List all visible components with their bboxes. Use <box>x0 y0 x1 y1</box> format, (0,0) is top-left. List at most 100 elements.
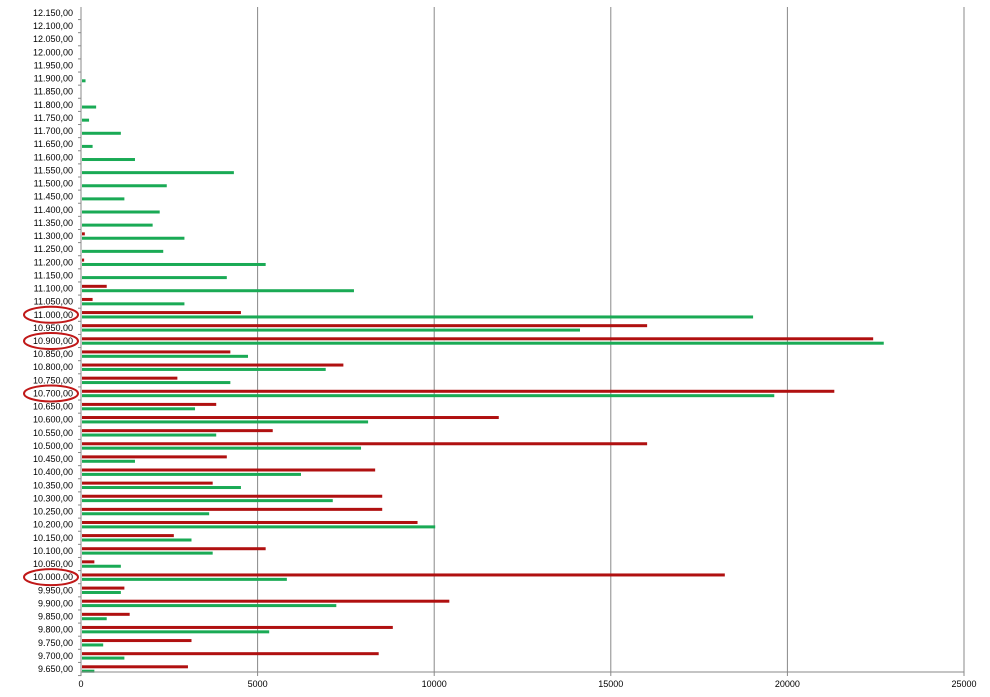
bar <box>82 512 210 516</box>
bar <box>82 507 383 511</box>
bar <box>82 486 241 490</box>
bar <box>82 315 754 319</box>
bar <box>82 520 418 524</box>
y-tick-label: 11.600,00 <box>34 152 73 162</box>
bar <box>82 197 125 201</box>
bar <box>82 289 354 293</box>
bar <box>82 573 725 577</box>
bar <box>82 105 97 109</box>
y-tick-label: 10.100,00 <box>33 546 73 556</box>
y-tick-label: 10.150,00 <box>33 533 73 543</box>
y-tick-label: 11.500,00 <box>34 179 73 189</box>
y-tick-label: 10.000,00 <box>33 572 73 582</box>
y-tick-label: 11.700,00 <box>34 126 73 136</box>
y-tick-label: 10.450,00 <box>33 454 73 464</box>
y-tick-label: 10.950,00 <box>33 323 73 333</box>
y-tick-label: 10.800,00 <box>33 362 73 372</box>
y-tick-label: 9.700,00 <box>38 651 73 661</box>
bar <box>82 551 213 555</box>
bar <box>82 354 249 358</box>
bar <box>82 564 121 568</box>
y-tick-label: 10.650,00 <box>33 402 73 412</box>
bar <box>82 376 178 380</box>
y-tick-label: 11.050,00 <box>34 297 73 307</box>
bar <box>82 284 107 288</box>
bar <box>82 232 85 236</box>
bar <box>82 328 581 332</box>
y-tick-label: 9.650,00 <box>38 664 73 674</box>
bar <box>82 407 196 411</box>
bar <box>82 297 93 301</box>
y-tick-label: 10.600,00 <box>33 415 73 425</box>
y-tick-label: 11.650,00 <box>34 139 73 149</box>
y-tick-label: 11.400,00 <box>34 205 73 215</box>
bar <box>82 494 383 498</box>
bar <box>82 131 121 135</box>
bar <box>82 459 135 463</box>
y-tick-label: 10.200,00 <box>33 520 73 530</box>
bar <box>82 625 393 629</box>
y-tick-label: 11.550,00 <box>34 165 73 175</box>
bar <box>82 612 130 616</box>
y-tick-label: 11.300,00 <box>34 231 73 241</box>
bar <box>82 311 241 315</box>
x-tick-label: 15000 <box>598 679 623 689</box>
bar <box>82 276 227 280</box>
y-tick-label: 11.750,00 <box>34 113 73 123</box>
bar <box>82 389 835 393</box>
y-tick-label: 10.400,00 <box>33 467 73 477</box>
bar <box>82 210 160 214</box>
bar <box>82 433 217 437</box>
y-tick-label: 10.900,00 <box>33 336 73 346</box>
y-tick-label: 11.900,00 <box>34 74 73 84</box>
y-tick-label: 11.950,00 <box>34 60 73 70</box>
y-tick-label: 11.150,00 <box>34 270 73 280</box>
y-tick-label: 11.200,00 <box>34 257 73 267</box>
bar <box>82 560 95 564</box>
y-tick-label: 9.800,00 <box>38 625 73 635</box>
bar <box>82 302 185 306</box>
y-tick-label: 11.100,00 <box>34 284 73 294</box>
y-tick-label: 10.050,00 <box>33 559 73 569</box>
bar <box>82 118 90 122</box>
highlight-circle <box>23 305 79 324</box>
bar <box>82 144 93 148</box>
y-tick-label: 11.350,00 <box>34 218 73 228</box>
bar <box>82 324 648 328</box>
bar <box>82 363 344 367</box>
bar <box>82 416 499 420</box>
bar <box>82 258 85 262</box>
bar <box>82 223 153 227</box>
bar <box>82 420 369 424</box>
bars <box>82 79 884 673</box>
bar <box>82 547 266 551</box>
bar <box>82 534 174 538</box>
y-tick-label: 9.750,00 <box>38 638 73 648</box>
bar <box>82 184 167 188</box>
bar <box>82 669 95 673</box>
bar <box>82 630 270 634</box>
y-tick-label: 12.100,00 <box>33 21 73 31</box>
highlight-circle <box>23 568 79 587</box>
bar <box>82 381 231 385</box>
bar <box>82 341 884 345</box>
highlight-circle <box>23 332 79 350</box>
bar <box>82 525 436 529</box>
bar <box>82 442 648 446</box>
bar <box>82 639 192 643</box>
bar <box>82 468 376 472</box>
y-tick-label: 12.050,00 <box>33 34 73 44</box>
bar <box>82 402 217 406</box>
bar <box>82 643 104 647</box>
bar <box>82 262 266 266</box>
y-tick-label: 10.250,00 <box>33 507 73 517</box>
y-tick-label: 11.000,00 <box>34 310 73 320</box>
bar <box>82 599 450 603</box>
y-tick-label: 10.350,00 <box>33 480 73 490</box>
x-tick-label: 5000 <box>248 679 268 689</box>
bar <box>82 617 107 621</box>
bar <box>82 337 874 341</box>
bar <box>82 79 86 83</box>
x-tick-label: 25000 <box>951 679 976 689</box>
